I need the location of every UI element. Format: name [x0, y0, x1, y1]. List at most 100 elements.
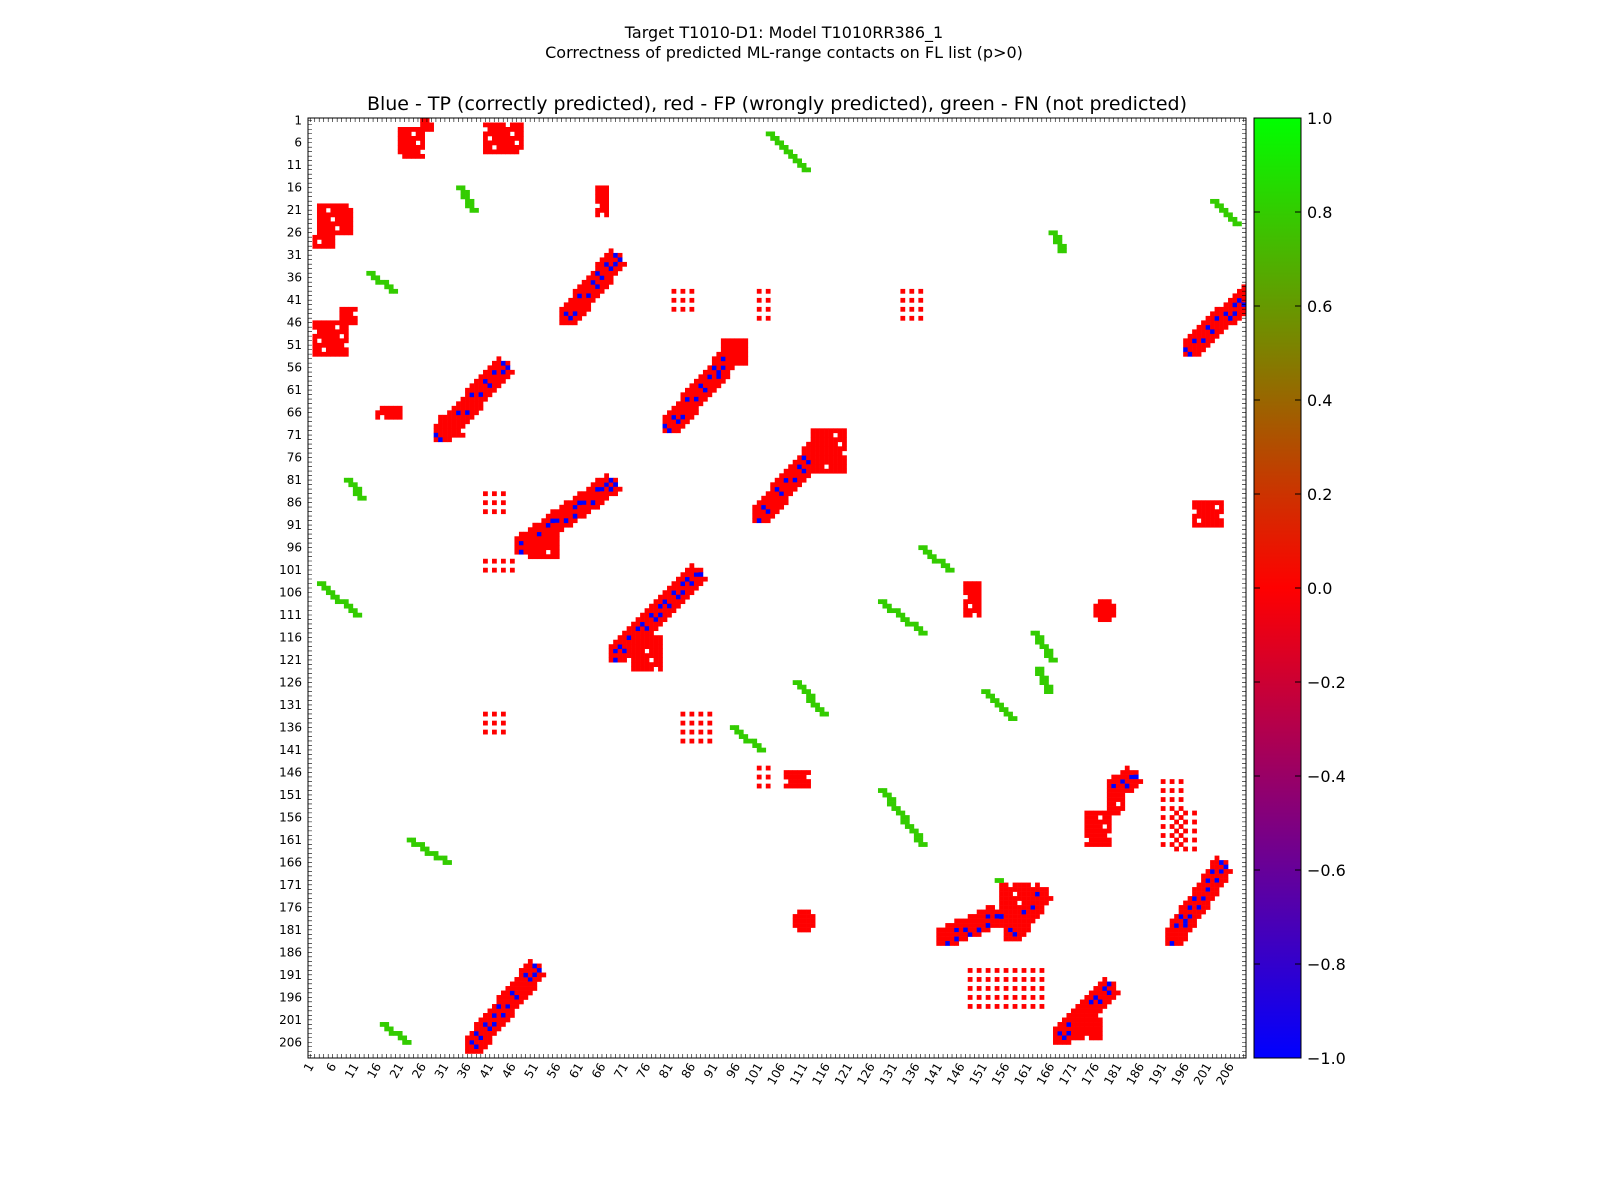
contact-cell-fp: [985, 927, 991, 933]
contact-cell-fn: [900, 815, 906, 820]
contact-cell-fp: [1106, 779, 1112, 784]
contact-cell-fp: [483, 720, 488, 726]
contact-cell-fp: [447, 419, 452, 425]
contact-cell-fp: [474, 1026, 479, 1032]
contact-cell-fp: [1192, 891, 1197, 897]
contact-cell-fp: [833, 464, 838, 470]
contact-cell-fp: [492, 374, 497, 380]
contact-cell-fp: [976, 603, 982, 609]
contact-cell-fn: [1237, 221, 1242, 227]
contact-cell-fp: [599, 194, 605, 200]
contact-cell-fn: [460, 194, 466, 200]
contact-cell-fn: [913, 621, 919, 627]
contact-cell-fp: [1030, 1004, 1036, 1009]
contact-cell-fp: [958, 923, 964, 928]
contact-cell-fp: [729, 360, 735, 366]
contact-cell-fn: [918, 626, 924, 632]
contact-cell-tp: [640, 621, 645, 627]
contact-cell-tp: [994, 914, 1000, 919]
contact-cell-fp: [1021, 896, 1027, 901]
contact-cell-tp: [693, 396, 699, 402]
contact-cell-fp: [595, 504, 601, 510]
contact-cell-fp: [936, 932, 942, 937]
contact-cell-fp: [509, 149, 515, 155]
contact-cell-fp: [1039, 968, 1045, 973]
contact-cell-tp: [581, 500, 587, 506]
contact-cell-fp: [604, 189, 609, 195]
contact-cell-fp: [500, 990, 506, 996]
contact-cell-fp: [725, 351, 731, 357]
contact-cell-fp: [487, 369, 493, 375]
contact-cell-fp: [1228, 320, 1233, 326]
contact-cell-fp: [492, 720, 497, 726]
contact-cell-fn: [1044, 680, 1049, 685]
contact-cell-fp: [1115, 797, 1121, 802]
contact-cell-fp: [1106, 815, 1112, 820]
contact-cell-tp: [613, 482, 618, 488]
contact-cell-fp: [595, 477, 601, 483]
contact-cell-fp: [1192, 846, 1197, 852]
contact-cell-fp: [720, 347, 726, 353]
contact-cell-fp: [1111, 788, 1117, 793]
contact-cell-fp: [545, 527, 551, 533]
contact-cell-fp: [635, 657, 641, 663]
contact-cell-fp: [761, 500, 767, 506]
contact-cell-fp: [550, 513, 556, 519]
contact-cell-fp: [478, 1031, 484, 1036]
contact-cell-fp: [1070, 1035, 1076, 1041]
contact-cell-fp: [909, 315, 915, 321]
contact-cell-fp: [1088, 833, 1094, 838]
contact-cell-fp: [756, 306, 762, 312]
contact-cell-fn: [1048, 653, 1054, 659]
contact-cell-fp: [518, 990, 524, 996]
contact-cell-fn: [877, 599, 883, 605]
contact-cell-fp: [1088, 995, 1094, 1000]
contact-cell-fp: [1115, 806, 1121, 811]
contact-cell-fn: [806, 693, 811, 699]
contact-cell-fp: [509, 1008, 515, 1014]
contact-cell-fp: [1232, 315, 1238, 321]
contact-cell-fp: [671, 405, 677, 411]
contact-cell-fp: [765, 774, 771, 780]
contact-cell-fp: [783, 774, 789, 780]
contact-cell-fp: [550, 522, 556, 528]
contact-cell-fp: [1201, 522, 1206, 528]
contact-cell-fp: [994, 986, 1000, 991]
contact-cell-fn: [936, 558, 942, 564]
contact-cell-fp: [1097, 828, 1103, 834]
contact-cell-fp: [720, 351, 726, 357]
contact-cell-fp: [617, 657, 623, 663]
contact-cell-fp: [967, 599, 973, 605]
x-tick-label: 1: [301, 1061, 317, 1075]
contact-cell-fp: [469, 1035, 475, 1041]
contact-cell-fp: [451, 428, 457, 434]
contact-cell-fp: [492, 1026, 497, 1032]
contact-cell-fp: [577, 288, 583, 294]
contact-cell-fp: [1210, 311, 1215, 317]
contact-cell-fp: [1088, 1017, 1094, 1023]
contact-cell-fp: [842, 459, 847, 465]
contact-cell-fp: [676, 428, 681, 434]
contact-cell-fn: [397, 1035, 403, 1041]
contact-cell-fp: [1120, 770, 1126, 775]
contact-cell-fp: [608, 257, 614, 263]
contact-cell-fp: [1097, 810, 1103, 816]
contact-cell-fp: [433, 423, 439, 429]
contact-cell-fp: [806, 446, 811, 452]
contact-cell-fp: [1093, 828, 1099, 834]
contact-cell-fn: [904, 819, 910, 825]
contact-cell-fn: [469, 207, 475, 213]
contact-cell-fp: [568, 504, 574, 510]
contact-cell-tp: [954, 927, 960, 933]
contact-cell-tp: [649, 612, 654, 618]
contact-cell-fp: [810, 464, 816, 470]
contact-cell-tp: [689, 581, 695, 587]
contact-cell-fp: [680, 392, 686, 398]
contact-cell-fp: [465, 396, 470, 402]
contact-cell-fp: [842, 455, 847, 461]
contact-cell-fp: [1021, 900, 1027, 906]
colorbar-tick-label: −0.8: [1307, 955, 1346, 974]
contact-cell-fp: [312, 324, 318, 330]
contact-cell-fp: [689, 410, 695, 416]
contact-cell-fp: [797, 783, 802, 789]
